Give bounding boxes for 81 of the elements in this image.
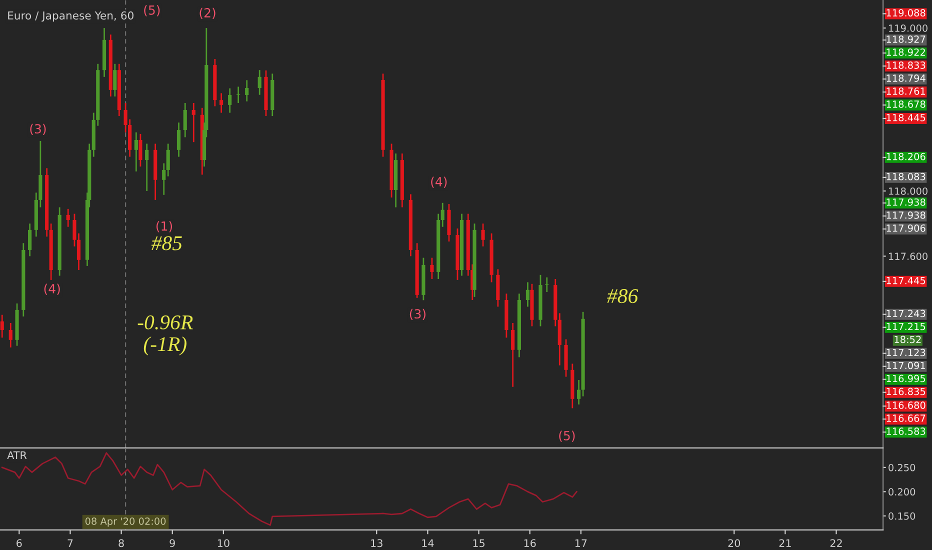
candlestick	[440, 202, 444, 228]
y-tick-label: 0.150	[888, 512, 916, 520]
y-tick-label: 0.250	[888, 464, 916, 472]
text: 117.906	[886, 224, 926, 232]
candlestick	[138, 133, 142, 168]
text: 118.794	[886, 74, 926, 82]
candlestick	[28, 222, 32, 257]
candlestick	[192, 102, 196, 143]
annotation: (3)	[30, 124, 46, 136]
text: 118.927	[886, 35, 926, 43]
candlestick	[220, 92, 224, 114]
candlestick	[228, 88, 232, 114]
candlestick	[145, 143, 149, 192]
text: 118.206	[886, 152, 926, 160]
annotation: #86	[607, 289, 638, 304]
annotation: -0.96R (-1R)	[138, 315, 193, 356]
text: 118.922	[886, 48, 925, 56]
annotation: (4)	[431, 176, 447, 188]
text: 117.215	[886, 322, 926, 330]
text: 18:52	[894, 336, 921, 344]
text: 118.761	[886, 87, 926, 95]
text: 116.835	[886, 388, 926, 396]
annotation: (5)	[559, 430, 575, 442]
text: 116.680	[886, 402, 926, 409]
candlestick	[113, 63, 117, 98]
candlestick	[245, 79, 249, 102]
text: 116.995	[886, 374, 926, 382]
chart-title: ATR	[7, 451, 27, 459]
line-series	[1, 452, 578, 526]
candlestick	[162, 162, 166, 196]
x-tick-label: 8	[118, 539, 124, 548]
x-tick-label: 15	[473, 539, 484, 548]
annotation: (1)	[156, 221, 172, 232]
text: 118.083	[886, 172, 926, 180]
text: 117.091	[886, 362, 926, 370]
candlestick	[176, 122, 181, 158]
candlestick	[481, 222, 485, 248]
x-tick-label: 7	[68, 539, 73, 547]
annotation: (3)	[410, 308, 426, 320]
text: 117.938	[886, 198, 926, 206]
text: 116.667	[886, 414, 926, 422]
y-tick-label: 117.600	[889, 252, 928, 260]
candlestick	[134, 132, 138, 172]
annotation: (4)	[44, 284, 60, 295]
text: Euro / Japanese Yen, 60	[8, 11, 134, 22]
text: 118.833	[886, 61, 926, 69]
candlestick	[166, 143, 170, 178]
x-tick-label: 17	[575, 539, 587, 547]
candlestick	[511, 322, 515, 388]
candlestick	[258, 69, 262, 96]
x-tick-label: 10	[218, 539, 230, 548]
candlestick	[526, 282, 530, 308]
text: 117.445	[886, 277, 926, 284]
annotation: #85	[151, 236, 182, 250]
x-tick-label: 14	[422, 539, 434, 547]
y-tick-label: 0.200	[888, 488, 916, 496]
x-tick-label: 16	[524, 539, 536, 548]
annotation: (2)	[200, 8, 216, 19]
candlestick	[430, 257, 434, 280]
text: 118.678	[886, 100, 926, 108]
x-tick-label: 13	[371, 539, 382, 548]
candlestick	[0, 314, 4, 338]
text: 117.123	[886, 348, 926, 356]
x-tick-label: 6	[16, 539, 22, 548]
candlestick	[66, 208, 70, 228]
x-tick-label: 20	[728, 539, 740, 548]
text: 116.583	[886, 428, 926, 435]
y-tick-label: 119.000	[889, 24, 928, 32]
x-tick-label: 9	[170, 539, 175, 548]
annotation: (5)	[144, 5, 160, 16]
text: 118.445	[886, 114, 926, 122]
y-tick-label: 118.000	[889, 187, 928, 195]
candlestick	[8, 322, 12, 348]
candlestick	[576, 379, 581, 406]
text: 119.088	[886, 9, 926, 17]
candlestick	[183, 102, 187, 138]
x-tick-label: 22	[830, 539, 842, 547]
text: 117.938	[886, 211, 926, 219]
x-tick-label: 21	[779, 539, 791, 547]
ref-line-label: 08 Apr '20 02:00	[85, 518, 166, 527]
text: 117.243	[886, 310, 926, 318]
